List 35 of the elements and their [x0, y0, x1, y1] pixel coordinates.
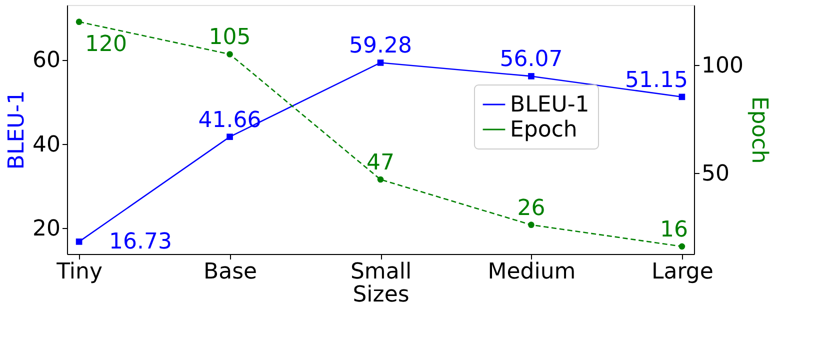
legend-label: Epoch — [510, 118, 578, 142]
x-axis-title: Sizes — [352, 282, 410, 308]
point — [678, 94, 686, 100]
data-label: 56.07 — [500, 47, 563, 72]
data-label: 41.66 — [198, 108, 262, 133]
legend-label: BLEU-1 — [510, 92, 590, 118]
point — [226, 51, 233, 58]
x-tick-label: Small — [350, 260, 412, 284]
y2-axis-title: Epoch — [746, 96, 772, 164]
y-tick-label: 40 — [32, 132, 60, 158]
data-label: 59.28 — [349, 34, 412, 59]
y2-tick-label: 50 — [702, 162, 730, 187]
y-tick-label: 20 — [32, 216, 60, 242]
x-tick-label: Large — [651, 260, 714, 284]
point — [226, 134, 233, 140]
y-tick-label: 60 — [32, 48, 60, 74]
y-axis-title: BLEU-1 — [4, 90, 30, 170]
y2-tick-label: 100 — [702, 54, 744, 79]
x-tick-label: Medium — [488, 260, 576, 284]
point — [76, 238, 82, 245]
data-label: 16.73 — [109, 230, 172, 255]
data-label: 47 — [366, 150, 394, 176]
data-label: 120 — [85, 32, 128, 57]
data-label: 16 — [660, 217, 688, 242]
point — [528, 73, 534, 80]
point — [377, 60, 384, 66]
data-label: 105 — [208, 25, 251, 50]
data-label: 26 — [517, 196, 546, 221]
point — [76, 18, 82, 25]
point — [377, 176, 384, 183]
x-tick-label: Tiny — [56, 260, 102, 284]
x-tick-label: Base — [203, 260, 258, 284]
data-label: 51.15 — [624, 68, 688, 93]
point — [678, 243, 686, 250]
point — [528, 222, 534, 228]
